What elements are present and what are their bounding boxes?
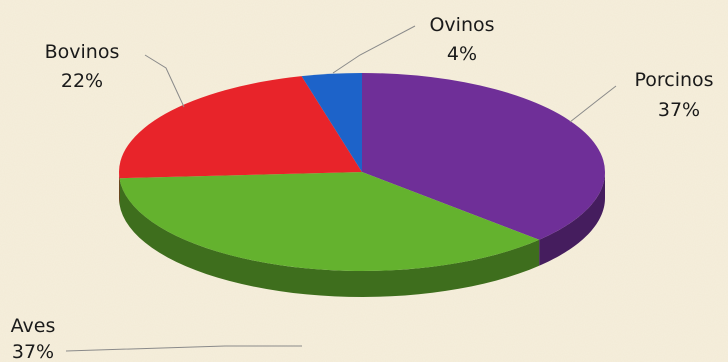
label-bovinos-name: Bovinos [45, 41, 120, 63]
pie-slice-ovinos [301, 73, 362, 172]
label-ovinos-name: Ovinos [429, 14, 494, 36]
label-ovinos-value: 4% [447, 43, 477, 65]
pie-slice-porcinos [362, 73, 606, 240]
label-bovinos-value: 22% [61, 70, 103, 92]
leader-bovinos [144, 54, 185, 108]
leader-aves [65, 345, 302, 352]
pie-side-aves [119, 178, 540, 297]
label-porcinos-value: 37% [658, 99, 700, 121]
label-porcinos-name: Porcinos [634, 69, 713, 91]
leader-lines [65, 25, 617, 352]
leader-ovinos [332, 25, 416, 74]
label-aves-value: 37% [12, 341, 54, 362]
label-aves-name: Aves [11, 315, 56, 337]
pie-slice-aves [119, 172, 540, 272]
pie-side-porcinos [539, 172, 605, 266]
leader-porcinos [569, 85, 617, 123]
pie-slice-bovinos [118, 76, 362, 179]
pie-sides [119, 172, 605, 297]
pie-top [118, 73, 606, 272]
